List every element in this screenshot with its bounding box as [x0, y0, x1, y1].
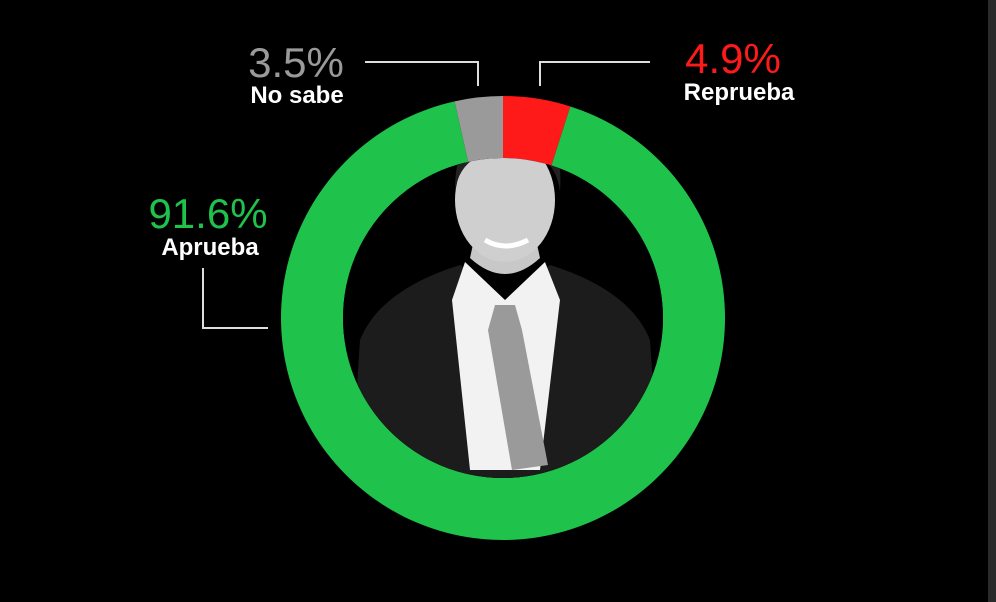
donut: [281, 96, 725, 540]
value-label: 4.9%: [685, 35, 781, 82]
leader-line: [539, 61, 650, 86]
leader-line: [365, 61, 479, 86]
value-label: 91.6%: [148, 190, 267, 237]
value-label: 3.5%: [248, 39, 344, 86]
edge-strip: [988, 0, 996, 602]
leader-line: [202, 268, 268, 329]
labels: 4.9%Reprueba 91.6%Aprueba 3.5%No sabe: [148, 35, 795, 261]
category-label: No sabe: [250, 82, 343, 109]
category-label: Aprueba: [161, 234, 259, 261]
portrait: [343, 158, 663, 478]
donut-slice: [454, 96, 503, 162]
category-label: Reprueba: [684, 79, 795, 106]
donut-slice: [503, 96, 571, 166]
